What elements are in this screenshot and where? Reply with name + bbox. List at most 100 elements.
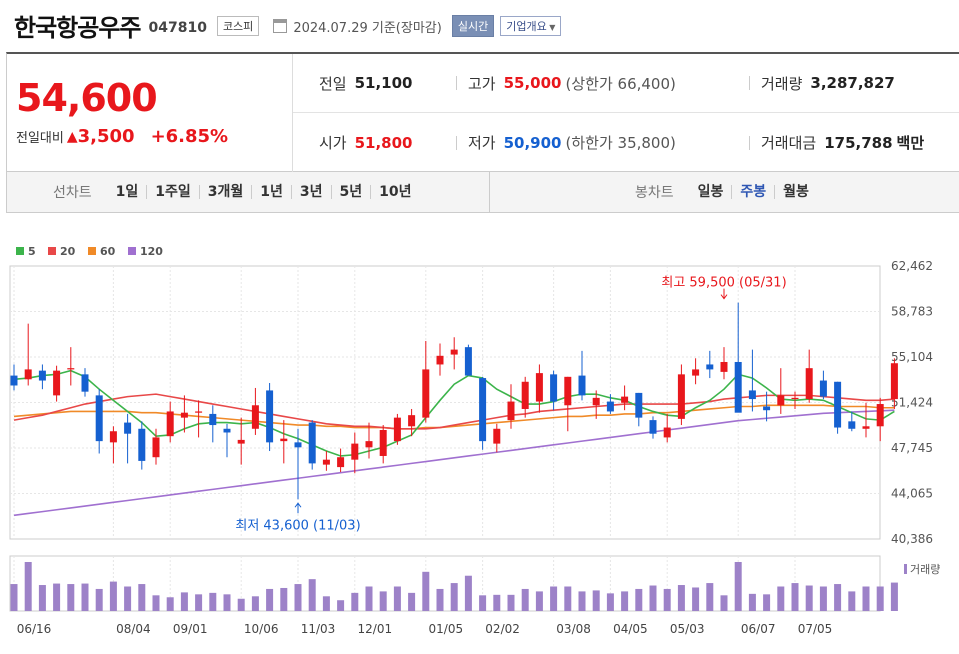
volume-bar <box>848 591 856 611</box>
prev-close-label: 전일 <box>319 74 347 93</box>
volume-bar <box>337 600 345 611</box>
candle-body <box>351 443 359 460</box>
high-value: 55,000 <box>503 74 562 92</box>
y-tick-label: 62,462 <box>891 259 933 273</box>
tab-월봉[interactable]: 월봉 <box>783 184 809 200</box>
candle-body <box>251 405 259 429</box>
change-label: 전일대비 <box>16 131 64 146</box>
divider <box>749 135 750 150</box>
arrow-head-icon <box>720 294 728 300</box>
open-value: 51,800 <box>354 133 413 152</box>
volume-bar <box>237 598 245 611</box>
stock-code: 047810 <box>148 20 207 36</box>
low-annotation: 최저 43,600 (11/03) <box>235 518 360 533</box>
candle-body <box>81 374 89 392</box>
volume-bar <box>606 593 614 611</box>
tab-5년[interactable]: 5년 <box>332 185 372 199</box>
volume-bar <box>876 586 884 611</box>
tab-3년[interactable]: 3년 <box>292 185 332 199</box>
divider <box>456 135 457 150</box>
volume-bar <box>280 587 288 611</box>
up-triangle-icon: ▲ <box>66 128 78 145</box>
tab-3개월[interactable]: 3개월 <box>200 185 253 199</box>
weekly-candle-chart: 62,462 58,783 55,104 51,424 47,745 44,065 40,3… <box>9 245 940 636</box>
volume-bar <box>393 586 401 611</box>
volume-cell: 거래량 3,287,827 <box>761 73 895 94</box>
candle-body <box>422 369 430 418</box>
tab-1일[interactable]: 1일 <box>108 185 148 199</box>
volume-bar <box>493 594 501 611</box>
x-tick-label: 05/03 <box>670 622 705 636</box>
candle-body <box>720 361 728 372</box>
volume-bar <box>521 588 529 611</box>
stock-header: 한국항공우주 047810 코스피 2024.07.29 기준(장마감) 실시간… <box>14 8 562 42</box>
divider <box>749 76 750 90</box>
candle-body <box>876 404 884 427</box>
tab-1년[interactable]: 1년 <box>252 185 292 199</box>
candle-body <box>464 347 472 376</box>
trade-value-unit: 백만 <box>896 134 925 152</box>
candle-body <box>436 355 444 365</box>
volume-bar <box>365 586 373 611</box>
change-amount: 3,500 <box>77 126 135 147</box>
volume-bar <box>124 586 132 611</box>
company-overview-button[interactable]: 기업개요 ▼ <box>500 16 562 36</box>
volume-bar <box>81 583 89 611</box>
volume-bar <box>180 592 188 611</box>
volume-label: 거래량 <box>761 74 803 93</box>
volume-bar <box>266 588 274 611</box>
high-annotation: 최고 59,500 (05/31) <box>661 276 786 291</box>
legend-swatch <box>88 247 96 255</box>
candle-body <box>322 459 330 465</box>
volume-bar <box>507 594 515 611</box>
x-tick-label: 10/06 <box>244 622 279 636</box>
market-badge: 코스피 <box>216 16 260 36</box>
candle-body <box>10 375 18 386</box>
candle-body <box>763 406 771 411</box>
volume-bar <box>53 583 61 611</box>
candle-body <box>862 426 870 429</box>
candle-body <box>578 375 586 396</box>
candle-body <box>592 397 600 406</box>
quote-row-2: 시가 51,800 저가 50,900 (하한가 35,800) 거래대금 17… <box>293 113 959 172</box>
candle-body <box>138 428 146 461</box>
candle-body <box>606 401 614 412</box>
calendar-icon <box>273 19 288 33</box>
candle-body <box>152 437 160 458</box>
volume-bar <box>24 562 32 611</box>
candle-body <box>834 381 842 428</box>
candle-body <box>635 392 643 418</box>
tab-주봉[interactable]: 주봉 <box>732 185 776 199</box>
y-tick-label: 58,783 <box>891 305 933 319</box>
tab-10년[interactable]: 10년 <box>379 184 412 200</box>
candle-body <box>521 381 529 409</box>
x-tick-label: 09/01 <box>173 622 208 636</box>
tab-1주일[interactable]: 1주일 <box>147 185 200 199</box>
tab-일봉[interactable]: 일봉 <box>690 185 733 199</box>
candle-body <box>308 422 316 464</box>
lower-limit: (하한가 35,800) <box>565 134 676 152</box>
y-tick-label: 44,065 <box>891 487 933 501</box>
volume-bar <box>706 583 714 611</box>
trade-value-label: 거래대금 <box>761 134 817 152</box>
candle-body <box>663 427 671 438</box>
x-tick-label: 03/08 <box>556 622 591 636</box>
volume-bar <box>763 594 771 611</box>
candle-chart-tabs: 봉차트 일봉 주봉 월봉 <box>635 172 817 212</box>
candle-body <box>53 370 61 396</box>
volume-bar <box>663 588 671 611</box>
volume-bar <box>720 595 728 611</box>
volume-bar <box>791 583 799 611</box>
candle-body <box>67 368 75 370</box>
prev-close-value: 51,100 <box>354 74 413 92</box>
candle-body <box>535 373 543 402</box>
volume-bar <box>450 583 458 611</box>
volume-bar <box>152 595 160 611</box>
x-tick-label: 04/05 <box>613 622 648 636</box>
volume-bar <box>777 586 785 611</box>
x-tick-label: 01/05 <box>429 622 464 636</box>
realtime-button[interactable]: 실시간 <box>451 15 495 37</box>
volume-bar <box>294 584 302 611</box>
candle-body <box>237 439 245 444</box>
candle-body <box>621 396 629 403</box>
